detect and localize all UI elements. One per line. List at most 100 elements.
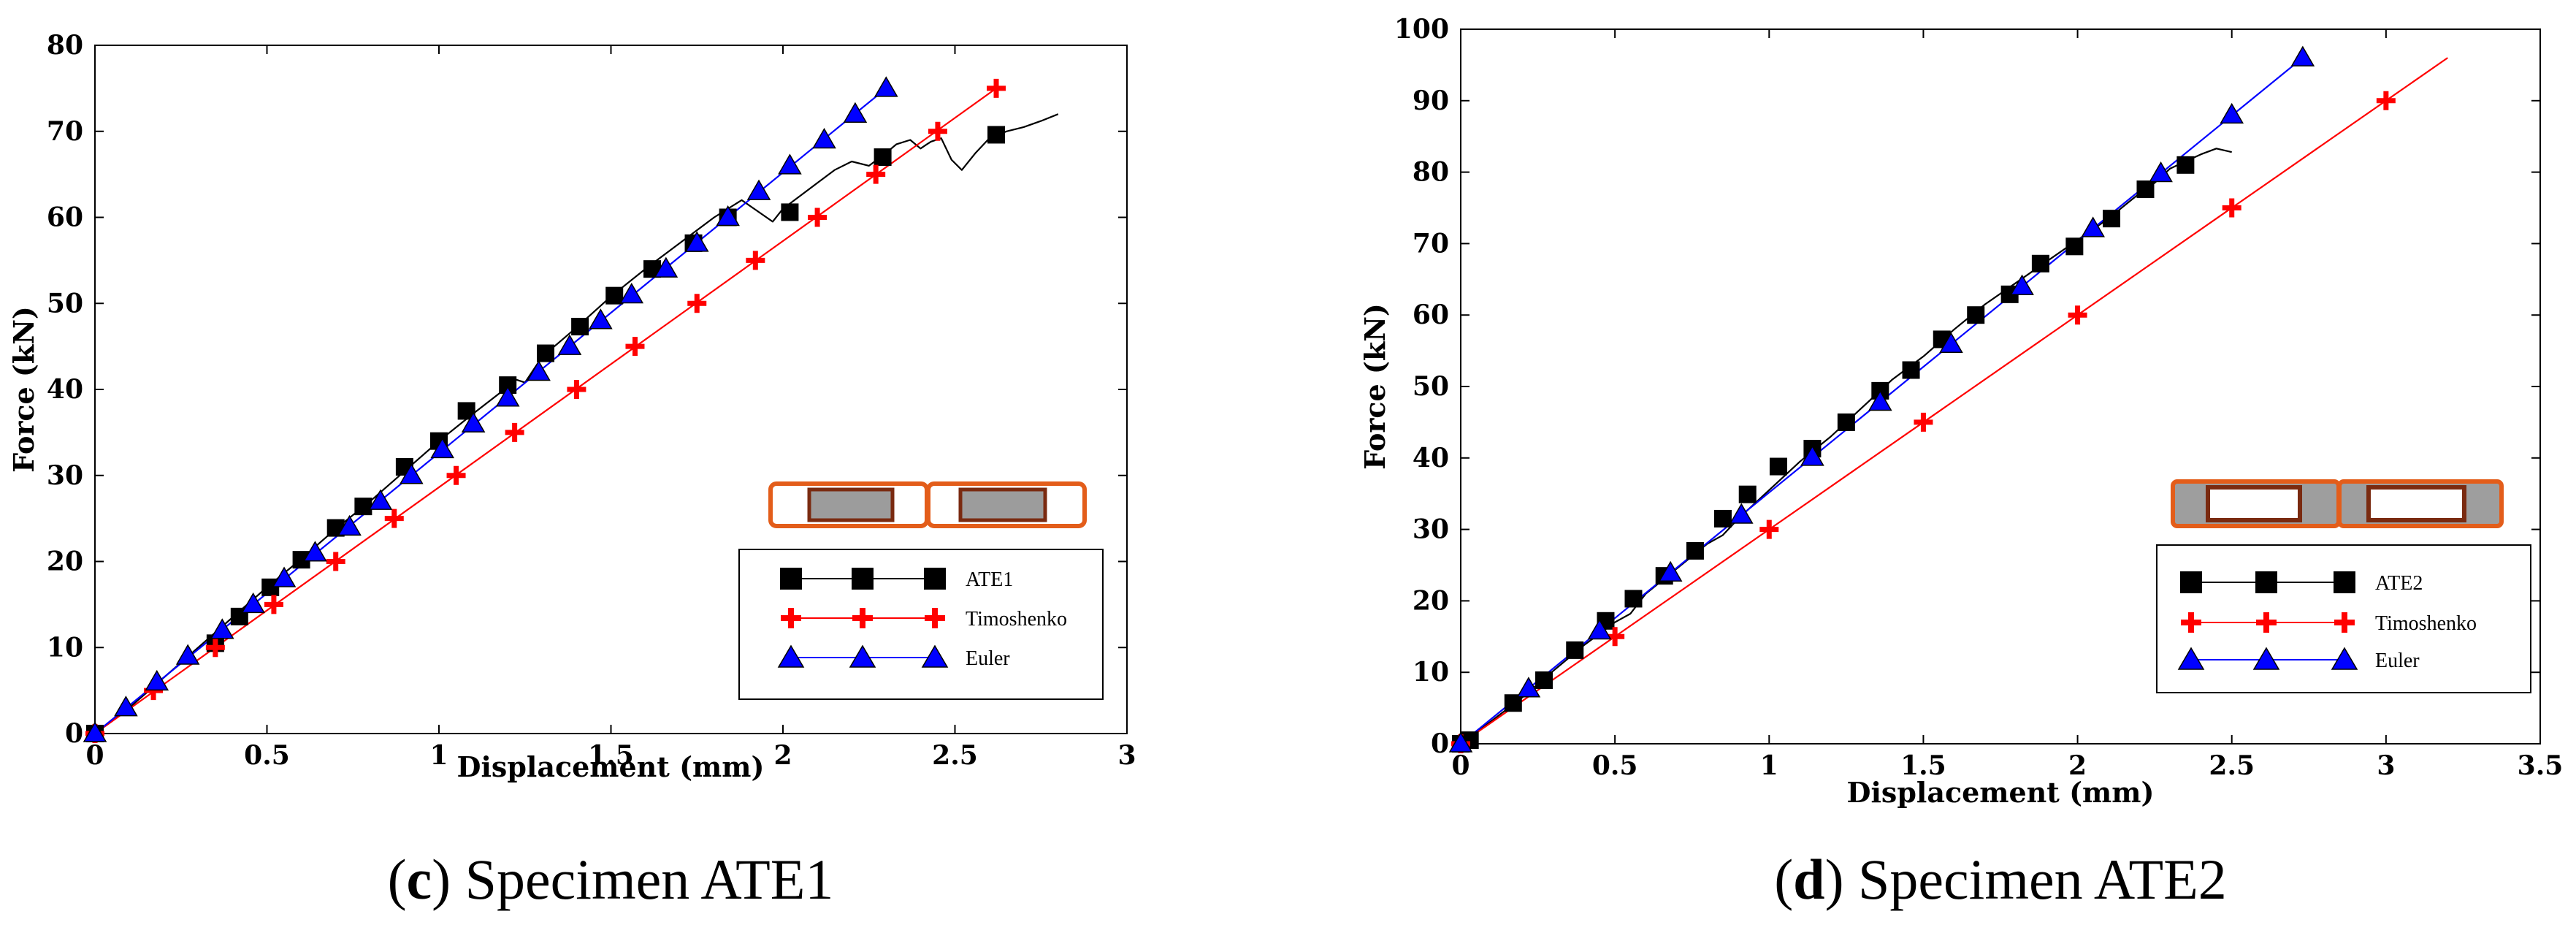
y-tick-label: 80	[1413, 157, 1449, 188]
data-point-ate2	[1624, 590, 1643, 608]
data-point-ate2	[1566, 641, 1584, 659]
legend: ATE1 Timoshenko Euler	[738, 549, 1104, 700]
data-point-ate1	[987, 126, 1006, 144]
y-tick-label: 20	[1413, 585, 1449, 616]
data-point-euler	[1729, 503, 1754, 524]
y-tick-label: 20	[47, 547, 83, 577]
cross-section-inset	[2171, 479, 2504, 528]
data-point-ate1	[605, 286, 624, 305]
y-tick-label: 40	[47, 374, 83, 405]
y-tick-label: 60	[47, 202, 83, 233]
data-point-ate2	[1686, 541, 1704, 560]
inset-void-left	[2206, 485, 2302, 522]
y-tick-label: 30	[1413, 514, 1449, 545]
data-point-euler	[272, 566, 297, 587]
legend-marker-square	[2255, 571, 2277, 593]
data-point-euler	[654, 256, 679, 278]
data-point-euler	[1516, 677, 1541, 698]
x-axis-title: Displacement (mm)	[1847, 776, 2155, 809]
data-point-euler	[114, 696, 138, 717]
data-point-euler	[1658, 560, 1683, 582]
data-point-euler	[746, 179, 771, 200]
legend-marker-plus	[2256, 612, 2277, 633]
legend-label-euler: Euler	[966, 647, 1010, 670]
data-point-euler	[495, 386, 520, 407]
legend-marker-square	[924, 568, 946, 590]
data-point-euler	[812, 128, 836, 149]
data-point-euler	[2149, 161, 2173, 183]
legend-marker-triangle	[2177, 647, 2205, 670]
data-point-timoshenko	[1759, 519, 1779, 539]
data-point-euler	[461, 411, 486, 433]
data-point-euler	[778, 153, 802, 175]
y-tick-label: 50	[47, 288, 83, 319]
data-point-euler	[619, 282, 644, 304]
y-tick-label: 60	[1413, 300, 1449, 330]
series-line-timoshenko	[1460, 57, 2448, 745]
data-point-ate2	[2065, 237, 2084, 256]
series-line-ate2	[1460, 148, 2232, 745]
y-tick-label: 100	[1394, 14, 1449, 45]
data-point-timoshenko	[987, 78, 1006, 98]
y-tick-label: 90	[1413, 85, 1449, 116]
data-point-euler	[1868, 390, 1892, 411]
legend-label-ate1: ATE1	[966, 568, 1013, 591]
data-point-ate1	[354, 498, 372, 516]
data-point-timoshenko	[384, 509, 404, 528]
inset-void-right	[2366, 485, 2466, 522]
data-point-euler	[2220, 102, 2244, 124]
legend-marker-square	[2180, 571, 2202, 593]
y-tick-label: 80	[47, 30, 83, 61]
data-point-euler	[1448, 731, 1473, 753]
inset-core-left	[807, 487, 895, 522]
x-axis-title: Displacement (mm)	[457, 750, 765, 783]
y-tick-label: 70	[47, 116, 83, 147]
data-point-timoshenko	[866, 164, 886, 184]
x-tick-label: 2	[773, 740, 792, 771]
caption-c: (c) Specimen ATE1	[388, 848, 834, 911]
data-point-euler	[874, 76, 898, 97]
caption-d-text: Specimen ATE2	[1858, 848, 2227, 911]
data-point-ate1	[537, 344, 555, 362]
y-tick-label: 50	[1413, 371, 1449, 402]
chart-c: 0 0.5 1 1.5 2 2.5 3 0 10 20 30 40 50 60 70 80 Displace…	[7, 30, 1136, 911]
x-tick-label: 3.5	[2518, 750, 2564, 781]
data-point-timoshenko	[205, 638, 225, 658]
data-point-ate2	[1769, 457, 1787, 476]
data-point-timoshenko	[264, 595, 283, 614]
y-tick-label: 30	[47, 460, 83, 491]
data-point-ate1	[874, 148, 892, 167]
data-point-euler	[557, 334, 582, 355]
legend-entry-ate2: ATE2	[2180, 571, 2423, 595]
data-point-ate2	[2176, 156, 2195, 174]
data-point-euler	[1800, 445, 1824, 466]
x-tick-label: 0.5	[244, 740, 290, 771]
data-point-timoshenko	[687, 294, 707, 313]
x-tick-label: 3	[1117, 740, 1136, 771]
data-point-timoshenko	[2376, 91, 2396, 110]
legend-entry-euler: Euler	[2177, 647, 2420, 672]
data-point-euler	[1587, 618, 1612, 640]
legend-marker-plus	[852, 608, 873, 628]
data-point-ate2	[2031, 254, 2049, 273]
legend-marker-plus	[2181, 612, 2201, 633]
legend-marker-square	[852, 568, 874, 590]
data-point-timoshenko	[746, 251, 765, 270]
legend-entry-ate1: ATE1	[780, 568, 1013, 591]
data-point-euler	[303, 541, 327, 562]
chart-d: 0 0.5 1 1.5 2 2.5 3 3.5 0102030405060708090100 …	[1358, 14, 2563, 911]
data-point-timoshenko	[1914, 412, 1933, 432]
legend-marker-plus	[2334, 612, 2355, 633]
legend-marker-square	[780, 568, 802, 590]
legend-marker-plus	[781, 608, 801, 628]
y-tick-label: 40	[1413, 443, 1449, 473]
data-point-ate2	[1837, 413, 1855, 431]
x-tick-label: 0	[85, 740, 104, 771]
y-tick-label: 10	[1413, 657, 1449, 688]
data-point-ate1	[571, 318, 589, 336]
data-point-timoshenko	[567, 380, 586, 399]
x-tick-label: 0.5	[1592, 750, 1638, 781]
data-point-ate2	[1967, 306, 1985, 324]
data-point-timoshenko	[2222, 198, 2241, 218]
data-point-timoshenko	[928, 121, 947, 141]
